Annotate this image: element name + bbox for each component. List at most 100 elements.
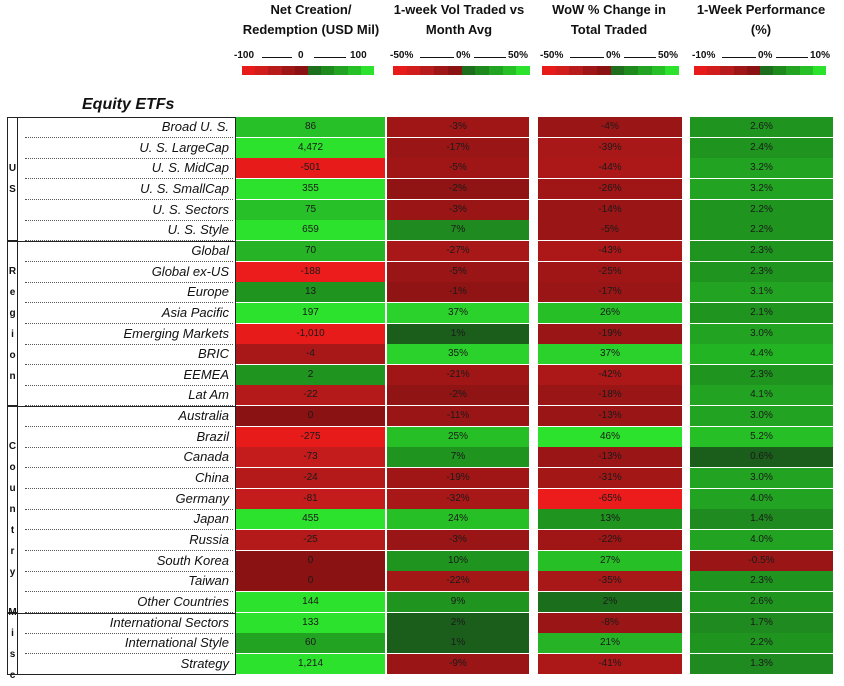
heatmap-cell: -188 [236,262,385,282]
scale-swatch [360,66,375,75]
heatmap-cell: 133 [236,613,385,633]
scale-swatch [707,66,721,75]
heatmap-cell: 2.1% [690,303,833,323]
heatmap-cell: -39% [538,138,682,158]
header-performance: 1-Week Performance (%) [688,0,834,40]
heatmap-cell: -2% [387,179,529,199]
scale-swatch [773,66,787,75]
heatmap-cell: -13% [538,406,682,426]
scale-swatch [665,66,680,75]
group-letter: g [9,307,16,319]
header-net-creation: Net Creation/ Redemption (USD Mil) [236,0,386,40]
heatmap-cell: 60 [236,633,385,653]
heatmap-cell: -19% [538,324,682,344]
heatmap-cell: -1,010 [236,324,385,344]
scale-swatch [720,66,734,75]
header-vol-traded-line2: Month Avg [425,22,493,37]
heatmap-cell: 4,472 [236,138,385,158]
group-letter: M [8,602,16,623]
group-divider [7,117,236,118]
heatmap-cell: 4.1% [690,385,833,405]
heatmap-cell: 1% [387,633,529,653]
row-label: U. S. SmallCap [25,179,233,200]
heatmap-cell: 2.2% [690,220,833,240]
scale-swatch [488,66,503,75]
scale-swatch [733,66,747,75]
heatmap-cell: 86 [236,117,385,137]
row-label: Russia [25,530,233,551]
group-letter: R [8,265,17,277]
heatmap-cell: 2.2% [690,633,833,653]
scale-swatch [447,66,462,75]
scale-swatch [583,66,597,75]
scale-swatch [596,66,611,75]
heatmap-cell: -27% [387,241,529,261]
label-border [235,117,236,675]
group-letter: s [9,649,16,660]
heatmap-cell: 27% [538,551,682,571]
scale-swatch [746,66,761,75]
row-label: U. S. LargeCap [25,138,233,159]
scale-swatch [651,66,666,75]
heatmap-cell: 3.0% [690,406,833,426]
heatmap-cell: -73 [236,447,385,467]
heatmap-cell: -24 [236,468,385,488]
group-letter: o [9,349,16,361]
scale-swatch [268,66,282,75]
heatmap-cell: -0.5% [690,551,833,571]
scale-legend-vol-traded: -50% 0% 50% [390,50,532,64]
group-letter: n [9,370,16,382]
row-label: U. S. Style [25,220,233,241]
heatmap-cell: 3.0% [690,324,833,344]
scale-max: 100 [350,50,367,61]
scale-swatch [760,66,774,75]
row-label: Global ex-US [25,262,233,283]
group-letter: C [8,441,17,452]
group-letter: r [10,546,15,557]
heatmap-cell: 2 [236,365,385,385]
row-label: U. S. MidCap [25,158,233,179]
heatmap-cell: -501 [236,158,385,178]
heatmap-cell: -9% [387,654,529,674]
heatmap-cell: -1% [387,282,529,302]
bottom-border [7,674,236,675]
heatmap-cell: -22 [236,385,385,405]
group-letter: i [11,328,14,340]
heatmap-cell: 2.4% [690,138,833,158]
header-vol-traded: 1-week Vol Traded vs Month Avg [386,0,532,40]
scale-swatch [321,66,335,75]
heatmap-cell: -17% [387,138,529,158]
heatmap-cell: -35% [538,571,682,591]
row-label: Broad U. S. [25,117,233,138]
scale-swatch [393,66,407,75]
scale-swatch [347,66,361,75]
heatmap-cell: 35% [387,344,529,364]
scale-mid: 0% [606,50,621,61]
heatmap-cell: -22% [387,571,529,591]
row-label: Japan [25,509,233,530]
row-label: BRIC [25,344,233,365]
scale-swatch [242,66,256,75]
heatmap-cell: 37% [387,303,529,323]
scale-swatch [334,66,348,75]
scale-swatch [502,66,517,75]
heatmap-cell: 144 [236,592,385,612]
header-vol-traded-line1: 1-week Vol Traded vs [393,2,525,17]
scale-swatch [786,66,800,75]
scale-swatch [555,66,570,75]
scale-swatch [281,66,295,75]
heatmap-cell: -3% [387,200,529,220]
heatmap-cell: 4.4% [690,344,833,364]
heatmap-cell: 0 [236,406,385,426]
scale-swatch [420,66,435,75]
scale-bar-vol-traded [393,66,531,75]
heatmap-cell: -4% [538,117,682,137]
heatmap-cell: -25% [538,262,682,282]
heatmap-cell: 13 [236,282,385,302]
scale-mid: 0% [456,50,471,61]
heatmap-cell: -17% [538,282,682,302]
heatmap-cell: 3.2% [690,179,833,199]
group-letter: S [9,184,16,195]
